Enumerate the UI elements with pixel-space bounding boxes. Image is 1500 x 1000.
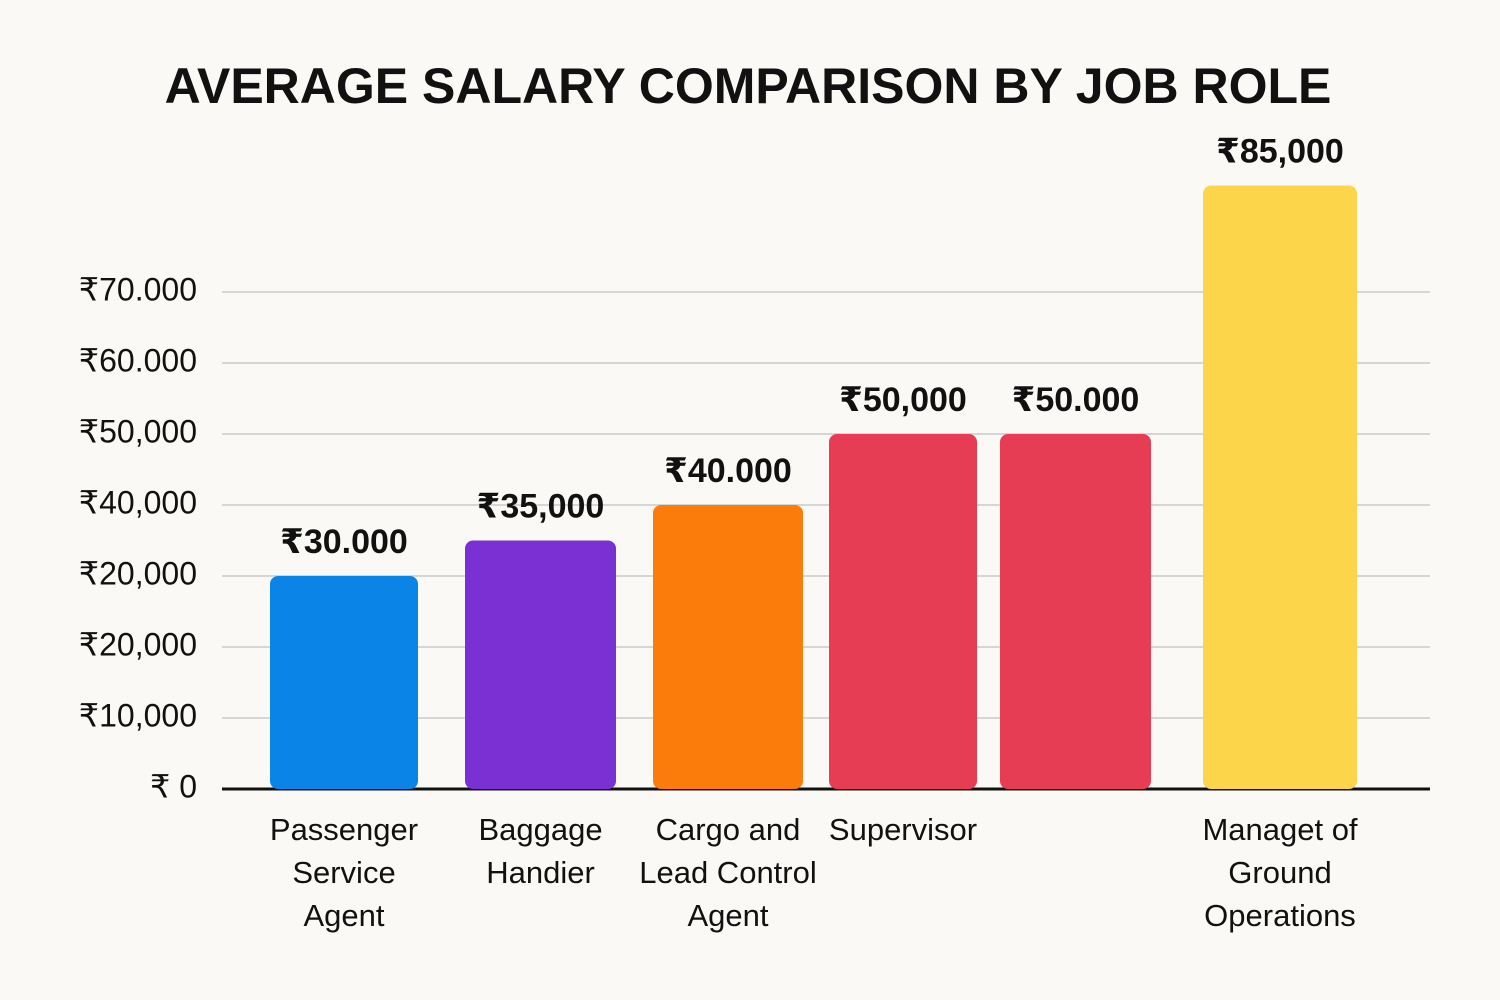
bar <box>653 505 803 789</box>
value-label: ₹50,000 <box>839 381 967 419</box>
bar <box>1203 185 1357 789</box>
y-tick-label: ₹70.000 <box>79 271 197 307</box>
y-tick-label: ₹ 0 <box>150 768 197 804</box>
x-tick-label-box: Passenger Service Agent <box>269 812 419 933</box>
y-tick-label: ₹10,000 <box>79 697 197 733</box>
x-tick-label: Supervisor <box>828 812 978 847</box>
value-label: ₹35,000 <box>477 487 605 525</box>
bar <box>465 540 616 789</box>
y-tick-label: ₹20,000 <box>79 626 197 662</box>
value-label: ₹30.000 <box>280 523 408 561</box>
bar <box>829 434 977 789</box>
y-tick-label: ₹40,000 <box>79 484 197 520</box>
bar <box>1000 434 1151 789</box>
x-tick-label-box: Cargo and Lead Control Agent <box>639 812 817 933</box>
x-tick-label-box: Baggage Handier <box>478 812 603 890</box>
value-label: ₹40.000 <box>664 452 792 490</box>
x-tick-label: Baggage Handier <box>478 812 603 890</box>
x-tick-label-box: Supervisor <box>828 812 978 847</box>
y-tick-label: ₹50,000 <box>79 413 197 449</box>
x-tick-label: Passenger Service Agent <box>269 812 419 933</box>
value-label: ₹85,000 <box>1216 132 1344 170</box>
x-tick-label-box: Managet of Ground Operations <box>1202 812 1358 933</box>
bar <box>270 576 418 789</box>
x-tick-label: Managet of Ground Operations <box>1202 812 1358 933</box>
chart-title: AVERAGE SALARY COMPARISON BY JOB ROLE <box>165 58 1332 114</box>
y-tick-label: ₹60.000 <box>79 342 197 378</box>
value-label: ₹50.000 <box>1012 381 1140 419</box>
y-tick-label: ₹20,000 <box>79 555 197 591</box>
x-tick-label: Cargo and Lead Control Agent <box>639 812 817 933</box>
